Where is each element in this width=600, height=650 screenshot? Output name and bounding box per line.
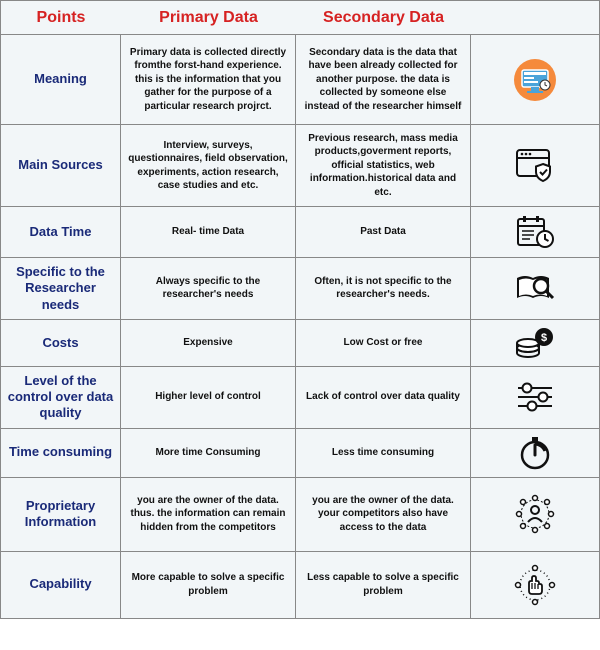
table-row: Proprietary Information you are the owne… — [1, 478, 599, 552]
svg-text:$: $ — [541, 332, 547, 344]
row-label-text: Capability — [29, 576, 91, 592]
row-primary-text: Real- time Data — [172, 225, 244, 239]
calendar-clock-icon — [471, 207, 599, 257]
row-secondary: Secondary data is the data that have bee… — [296, 35, 471, 124]
row-label-text: Meaning — [34, 71, 87, 87]
row-secondary: Previous research, mass media products,g… — [296, 125, 471, 206]
row-primary-text: Expensive — [183, 336, 232, 350]
row-primary-text: More capable to solve a specific problem — [127, 571, 289, 598]
row-primary: Primary data is collected directly fromt… — [121, 35, 296, 124]
row-primary: Expensive — [121, 320, 296, 366]
header-secondary-label: Secondary Data — [323, 9, 444, 27]
row-secondary: Low Cost or free — [296, 320, 471, 366]
row-label: Main Sources — [1, 125, 121, 206]
header-icon-spacer — [471, 1, 599, 34]
row-label: Capability — [1, 552, 121, 618]
row-primary: More time Consuming — [121, 429, 296, 477]
table-row: Data Time Real- time Data Past Data — [1, 207, 599, 258]
row-primary-text: you are the owner of the data. thus. the… — [127, 494, 289, 535]
row-label-text: Time consuming — [9, 444, 112, 460]
table-row: Specific to the Researcher needs Always … — [1, 258, 599, 320]
row-secondary: you are the owner of the data. your comp… — [296, 478, 471, 551]
table-row: Time consuming More time Consuming Less … — [1, 429, 599, 478]
row-label: Level of the control over data quality — [1, 367, 121, 428]
row-secondary-text: Previous research, mass media products,g… — [302, 132, 464, 200]
row-secondary: Less capable to solve a specific problem — [296, 552, 471, 618]
header-points: Points — [1, 1, 121, 34]
book-magnifier-icon — [471, 258, 599, 319]
row-primary-text: Higher level of control — [155, 390, 261, 404]
table-row: Main Sources Interview, surveys, questio… — [1, 125, 599, 207]
row-secondary-text: Often, it is not specific to the researc… — [302, 275, 464, 302]
row-label-text: Specific to the Researcher needs — [7, 264, 114, 313]
network-person-icon — [471, 478, 599, 551]
row-label: Meaning — [1, 35, 121, 124]
sliders-icon — [471, 367, 599, 428]
comparison-table: Points Primary Data Secondary Data Meani… — [0, 0, 600, 619]
row-primary: Higher level of control — [121, 367, 296, 428]
row-secondary: Often, it is not specific to the researc… — [296, 258, 471, 319]
row-label: Specific to the Researcher needs — [1, 258, 121, 319]
row-secondary-text: Lack of control over data quality — [306, 390, 460, 404]
table-header-row: Points Primary Data Secondary Data — [1, 1, 599, 35]
row-secondary: Past Data — [296, 207, 471, 257]
row-primary: More capable to solve a specific problem — [121, 552, 296, 618]
table-row: Capability More capable to solve a speci… — [1, 552, 599, 618]
row-label-text: Main Sources — [18, 157, 103, 173]
row-secondary-text: Less capable to solve a specific problem — [302, 571, 464, 598]
row-label: Time consuming — [1, 429, 121, 477]
row-label-text: Level of the control over data quality — [7, 373, 114, 422]
coins-icon: $ — [471, 320, 599, 366]
table-row: Costs Expensive Low Cost or free $ — [1, 320, 599, 367]
row-primary-text: Always specific to the researcher's need… — [127, 275, 289, 302]
monitor-icon — [471, 35, 599, 124]
row-primary: you are the owner of the data. thus. the… — [121, 478, 296, 551]
row-primary-text: More time Consuming — [155, 446, 260, 460]
header-points-label: Points — [37, 9, 86, 27]
row-secondary: Lack of control over data quality — [296, 367, 471, 428]
header-primary: Primary Data — [121, 1, 296, 34]
row-primary-text: Primary data is collected directly fromt… — [127, 46, 289, 114]
header-secondary: Secondary Data — [296, 1, 471, 34]
browser-shield-icon — [471, 125, 599, 206]
row-label-text: Data Time — [30, 224, 92, 240]
fist-gear-icon — [471, 552, 599, 618]
row-label-text: Proprietary Information — [7, 498, 114, 531]
table-row: Meaning Primary data is collected direct… — [1, 35, 599, 125]
row-label: Proprietary Information — [1, 478, 121, 551]
row-secondary: Less time consuming — [296, 429, 471, 477]
row-secondary-text: Secondary data is the data that have bee… — [302, 46, 464, 114]
row-secondary-text: Low Cost or free — [344, 336, 423, 350]
header-primary-label: Primary Data — [159, 9, 258, 27]
row-primary: Interview, surveys, questionnaires, fiel… — [121, 125, 296, 206]
row-label: Costs — [1, 320, 121, 366]
row-label-text: Costs — [42, 335, 78, 351]
row-primary-text: Interview, surveys, questionnaires, fiel… — [127, 139, 289, 193]
row-secondary-text: you are the owner of the data. your comp… — [302, 494, 464, 535]
row-secondary-text: Less time consuming — [332, 446, 434, 460]
table-row: Level of the control over data quality H… — [1, 367, 599, 429]
row-label: Data Time — [1, 207, 121, 257]
row-secondary-text: Past Data — [360, 225, 406, 239]
row-primary: Real- time Data — [121, 207, 296, 257]
stopwatch-icon — [471, 429, 599, 477]
row-primary: Always specific to the researcher's need… — [121, 258, 296, 319]
